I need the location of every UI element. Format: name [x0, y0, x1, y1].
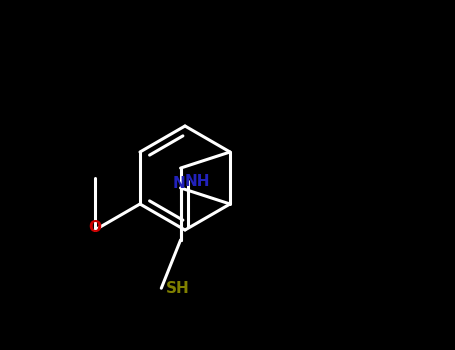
Text: SH: SH — [166, 281, 190, 296]
Text: NH: NH — [185, 174, 210, 189]
Text: O: O — [88, 220, 101, 236]
Text: N: N — [172, 176, 185, 191]
